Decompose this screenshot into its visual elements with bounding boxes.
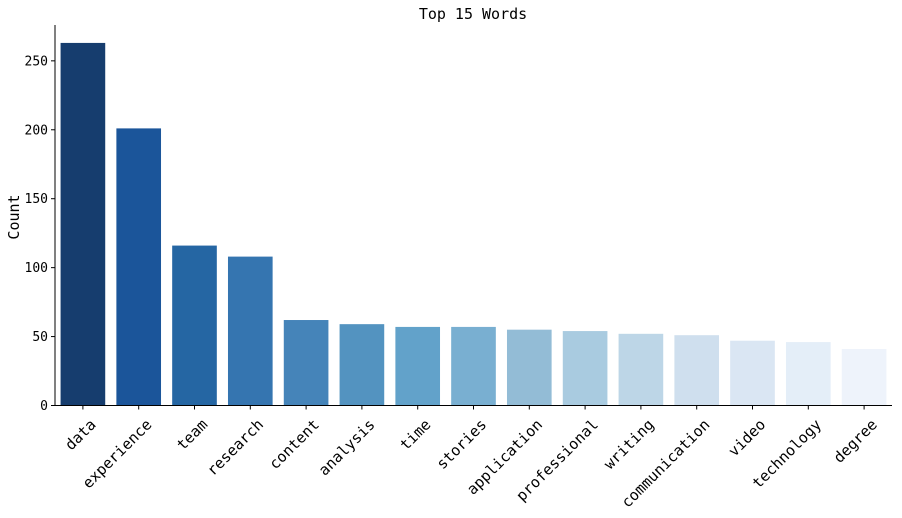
bar-data <box>60 42 106 406</box>
x-tick-label-time: time <box>396 416 434 454</box>
bar-communication <box>674 335 720 406</box>
x-tick-label-research: research <box>203 416 267 480</box>
x-tick-label-content: content <box>265 416 322 473</box>
bar-application <box>506 329 552 406</box>
x-tick-label-data: data <box>61 416 99 454</box>
y-tick-label: 250 <box>25 54 48 69</box>
bar-experience <box>116 128 162 406</box>
bars <box>60 42 887 406</box>
x-tick-label-team: team <box>173 416 211 454</box>
y-tick-label: 50 <box>32 330 48 345</box>
bar-technology <box>785 342 831 406</box>
x-tick-label-video: video <box>725 416 770 461</box>
y-tick-label: 150 <box>25 192 48 207</box>
y-axis-label: Count <box>5 194 23 239</box>
x-tick-label-analysis: analysis <box>315 416 379 480</box>
y-tick-label: 100 <box>25 261 48 276</box>
x-tick-label-stories: stories <box>433 416 490 473</box>
bar-video <box>730 340 775 406</box>
x-tick-label-writing: writing <box>600 416 657 473</box>
bar-content <box>283 320 329 406</box>
bar-research <box>227 256 273 406</box>
y-tick-label: 200 <box>25 123 48 138</box>
bar-writing <box>618 333 664 406</box>
bar-team <box>172 245 217 406</box>
y-tick-label: 0 <box>40 399 48 414</box>
bar-professional <box>562 331 608 406</box>
chart-title: Top 15 Words <box>419 5 527 23</box>
bar-analysis <box>339 324 385 406</box>
bar-stories <box>451 326 496 406</box>
y-axis-ticks: 0 50 100 150 200 250 <box>25 54 55 414</box>
x-tick-label-degree: degree <box>830 416 881 467</box>
bar-degree <box>841 348 887 406</box>
bar-time <box>395 326 441 406</box>
